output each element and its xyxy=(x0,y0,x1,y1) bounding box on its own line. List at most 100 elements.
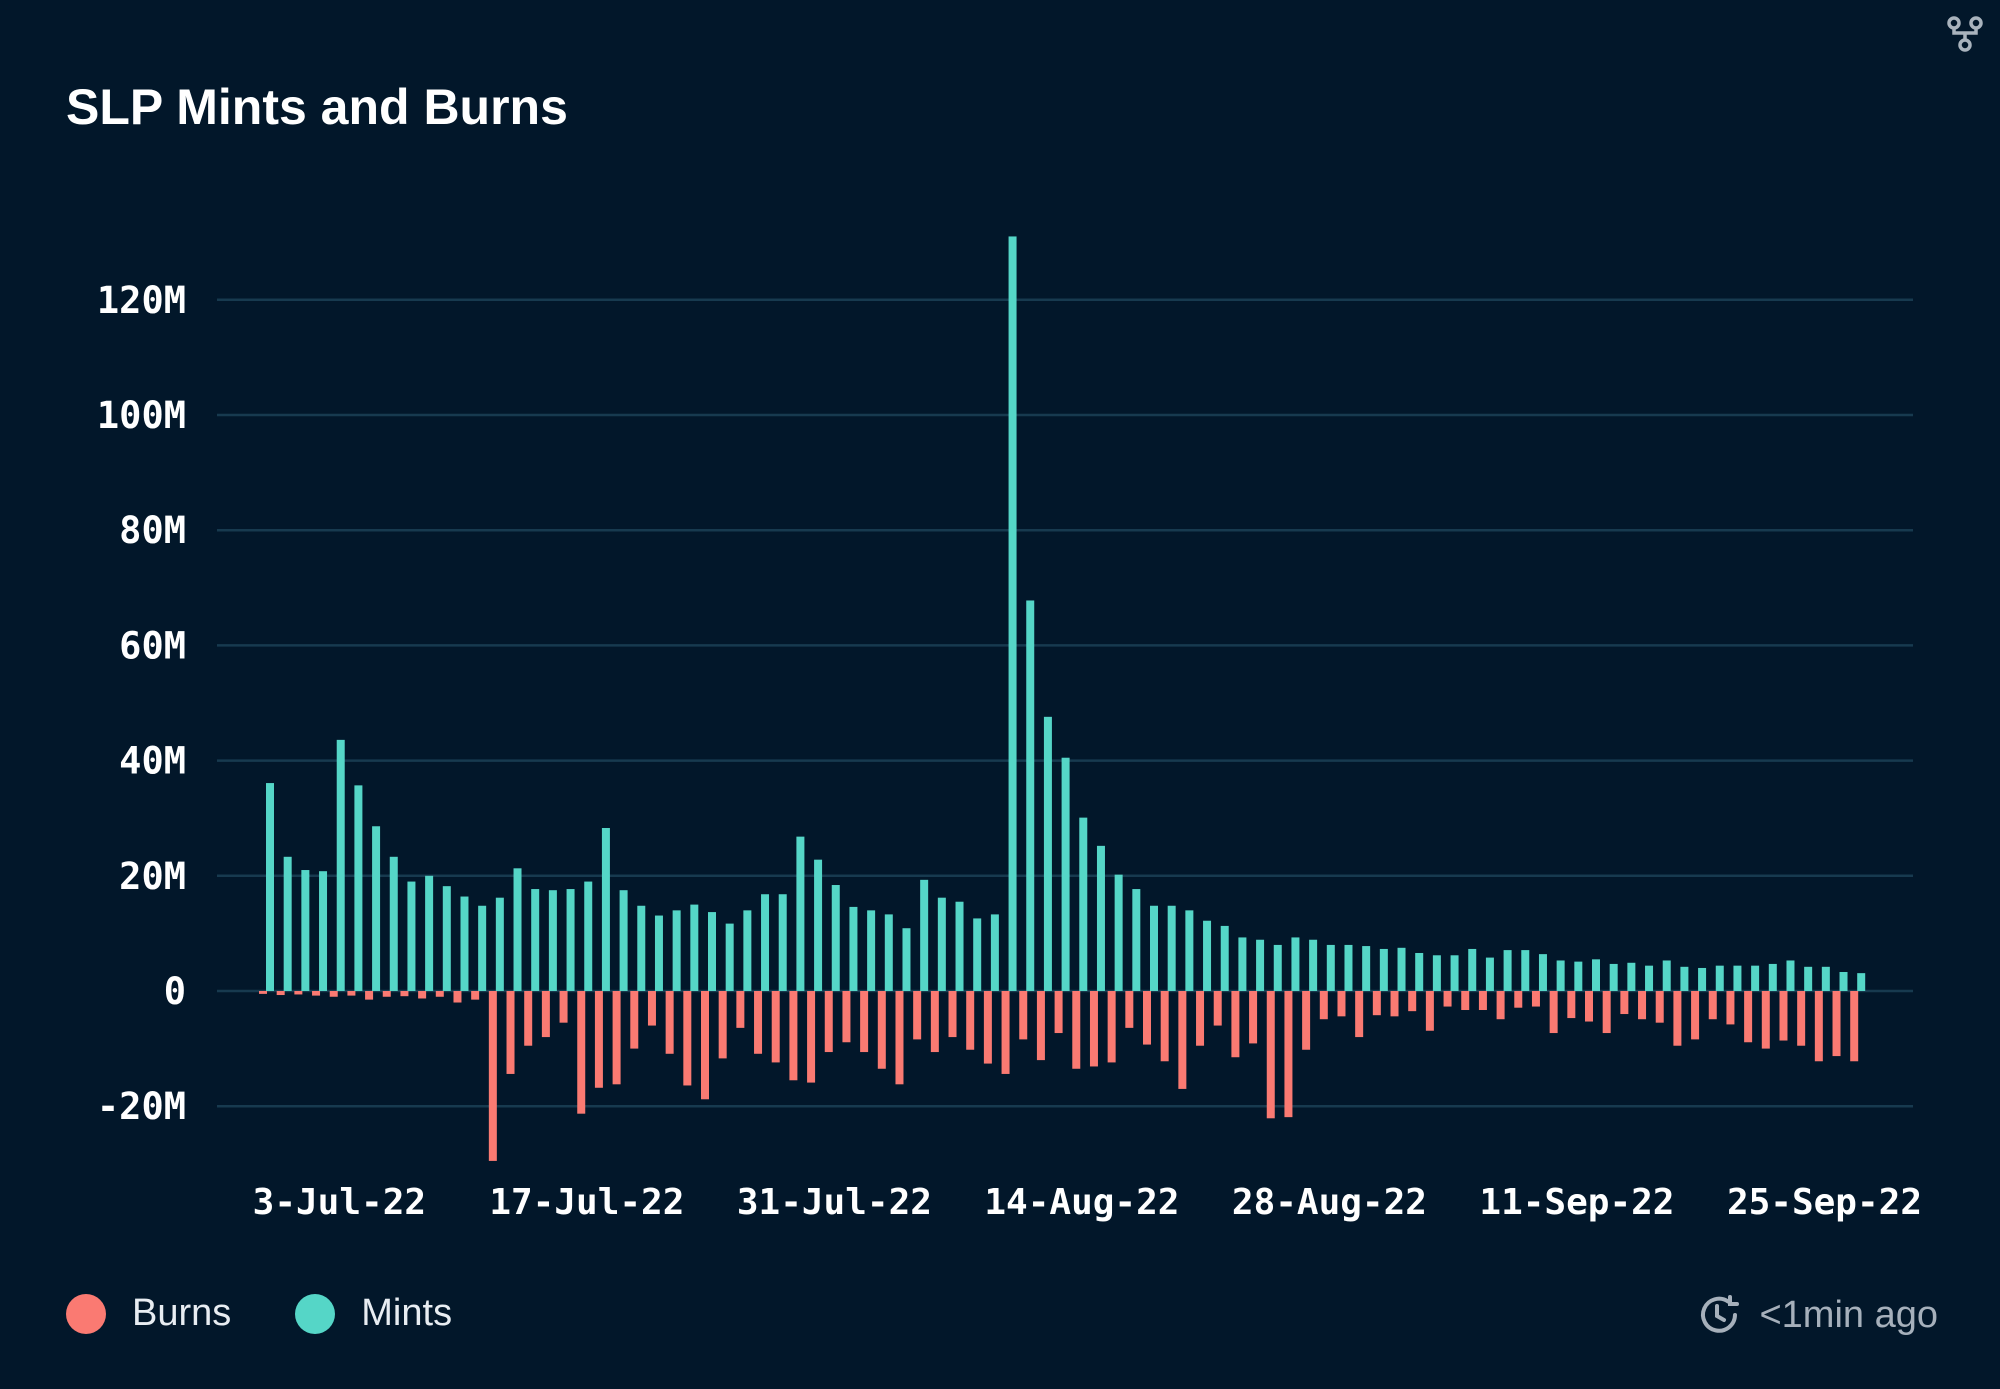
burn-bar xyxy=(1284,991,1293,1118)
burn-bar xyxy=(913,991,922,1040)
burn-bar xyxy=(895,991,904,1085)
burn-bar xyxy=(1708,991,1717,1020)
mint-bar xyxy=(442,886,451,991)
mint-bar xyxy=(1061,757,1070,991)
burn-bar xyxy=(1019,991,1028,1040)
legend-label: Burns xyxy=(132,1292,232,1334)
mint-bar xyxy=(1415,952,1424,991)
burn-bar xyxy=(807,991,816,1083)
mint-bar xyxy=(990,914,999,991)
mint-bar xyxy=(637,905,646,991)
burn-bar xyxy=(630,991,639,1049)
mint-bar xyxy=(1238,937,1247,991)
burn-bar xyxy=(1443,991,1452,1007)
y-tick-label: 100M xyxy=(97,394,186,437)
burn-bar xyxy=(1249,991,1258,1044)
mint-bar xyxy=(566,889,575,991)
mint-bar xyxy=(1432,955,1441,991)
mint-bar xyxy=(902,928,911,991)
mint-bar xyxy=(672,910,681,991)
burns-swatch xyxy=(66,1293,106,1334)
mint-bar xyxy=(1362,946,1371,991)
burn-bar xyxy=(1478,991,1487,1011)
burn-bar xyxy=(1691,991,1700,1040)
mint-bar xyxy=(513,868,522,991)
updated-text: <1min ago xyxy=(1759,1293,1938,1336)
legend: Burns Mints xyxy=(66,1292,516,1335)
burn-bar xyxy=(1036,991,1045,1061)
mint-bar xyxy=(1609,963,1618,991)
x-tick-label: 25-Sep-22 xyxy=(1727,1182,1922,1223)
mint-bar xyxy=(761,894,770,991)
burn-bar xyxy=(1744,991,1753,1043)
mint-bar xyxy=(425,875,434,991)
burn-bar xyxy=(1143,991,1151,1045)
burn-bar xyxy=(400,991,409,997)
mint-bar xyxy=(1645,965,1654,991)
mint-bar xyxy=(1203,920,1212,991)
mint-bar xyxy=(1521,950,1530,991)
mint-bar xyxy=(1096,845,1105,991)
mint-bar xyxy=(708,912,716,991)
mint-bar xyxy=(478,905,487,991)
burn-bar xyxy=(488,991,497,1161)
burn-bar xyxy=(771,991,780,1063)
mints-swatch xyxy=(295,1293,336,1334)
burn-bar xyxy=(966,991,975,1050)
y-tick-label: 120M xyxy=(97,279,186,322)
mint-bar xyxy=(407,881,416,991)
burn-bar xyxy=(1425,991,1434,1031)
y-tick-label: 40M xyxy=(119,740,186,783)
mint-bar xyxy=(1397,947,1406,991)
burn-bar xyxy=(347,991,356,996)
burn-bar xyxy=(665,991,674,1054)
mint-bar xyxy=(354,785,363,991)
mint-bar xyxy=(973,918,982,991)
burn-bar xyxy=(559,991,568,1023)
y-tick-label: 60M xyxy=(119,624,186,667)
burn-bar xyxy=(754,991,763,1054)
mint-bar xyxy=(495,897,504,991)
burn-bar xyxy=(948,991,957,1038)
burn-bar xyxy=(612,991,621,1085)
burn-bar xyxy=(1196,991,1205,1046)
mint-bar xyxy=(1220,925,1229,991)
burn-bar xyxy=(683,991,692,1086)
burn-bar xyxy=(1638,991,1647,1020)
burn-bar xyxy=(1089,991,1098,1067)
mint-bar xyxy=(1079,817,1088,991)
mint-bar xyxy=(831,885,840,991)
burn-bar xyxy=(471,991,480,1000)
mint-bar xyxy=(920,879,929,991)
burn-bar xyxy=(259,991,267,994)
mint-bar xyxy=(1857,973,1866,991)
burn-bar xyxy=(382,991,391,997)
burn-bar xyxy=(701,991,709,1100)
burn-bar xyxy=(1302,991,1311,1050)
burn-bar xyxy=(1408,991,1417,1012)
y-tick-label: 0 xyxy=(164,970,186,1013)
legend-item-burns[interactable]: Burns xyxy=(66,1292,231,1335)
fork-icon[interactable] xyxy=(1945,14,1985,54)
mint-bar xyxy=(1026,600,1035,991)
burn-bar xyxy=(1461,991,1470,1011)
burn-bar xyxy=(1125,991,1134,1028)
legend-item-mints[interactable]: Mints xyxy=(295,1292,452,1335)
burn-bar xyxy=(1107,991,1116,1063)
mint-bar xyxy=(372,826,381,991)
x-tick-label: 28-Aug-22 xyxy=(1232,1182,1427,1223)
bar-chart: -20M 0 20M 40M 60M 80M 100M 120M 3-Jul-22 17-Jul-… xyxy=(97,236,1922,1223)
mint-bar xyxy=(584,881,593,991)
burn-bar xyxy=(1355,991,1364,1038)
mint-bar xyxy=(460,896,469,991)
burn-bar xyxy=(1779,991,1788,1041)
mint-bar xyxy=(1804,966,1813,991)
mint-bar xyxy=(1592,959,1600,991)
burn-bar xyxy=(329,991,338,997)
mint-bar xyxy=(1839,971,1848,991)
burn-bar xyxy=(1054,991,1063,1034)
mint-bar xyxy=(283,856,292,991)
y-tick-label: 20M xyxy=(119,855,186,898)
burn-bar xyxy=(824,991,833,1053)
x-tick-label: 17-Jul-22 xyxy=(489,1182,684,1223)
